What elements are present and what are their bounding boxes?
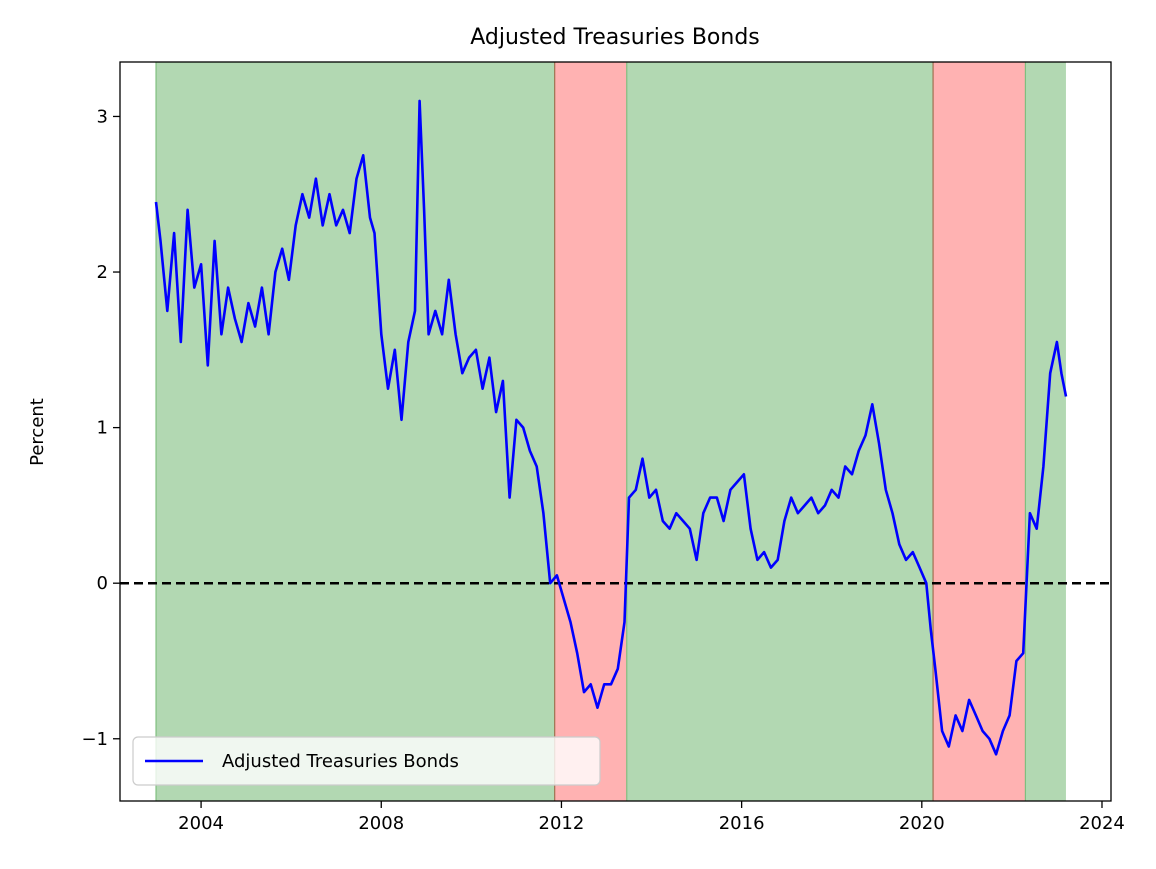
- x-tick-label: 2004: [178, 813, 224, 834]
- y-tick-label: 3: [97, 106, 108, 127]
- series-line-0: [154, 99, 1068, 756]
- plot-frame: [119, 61, 1112, 802]
- legend-box: [132, 736, 601, 786]
- x-tick-label: 2024: [1079, 813, 1125, 834]
- chart-title: Adjusted Treasuries Bonds: [470, 25, 760, 50]
- x-tick-label: 2012: [539, 813, 585, 834]
- x-tick-label: 2016: [719, 813, 765, 834]
- regime-band-2: [626, 62, 934, 801]
- y-tick-label: 2: [97, 262, 108, 283]
- x-tick-label: 2020: [899, 813, 945, 834]
- y-tick-label: 0: [97, 573, 108, 594]
- regime-band-1: [554, 62, 627, 801]
- plot-elements: [120, 99, 1111, 756]
- regime-bands: [155, 62, 1066, 801]
- legend-label: Adjusted Treasuries Bonds: [222, 751, 459, 772]
- axes: 2004 2008 2012 2016 2020 2024 −1 0 1 2 3: [81, 61, 1125, 834]
- y-axis-label: Percent: [27, 398, 48, 466]
- legend: Adjusted Treasuries Bonds: [132, 736, 601, 786]
- y-tick-label: 1: [97, 418, 108, 439]
- regime-band-0: [156, 62, 555, 801]
- y-tick-label: −1: [81, 729, 108, 750]
- x-tick-label: 2008: [358, 813, 404, 834]
- regime-band-3: [933, 62, 1026, 801]
